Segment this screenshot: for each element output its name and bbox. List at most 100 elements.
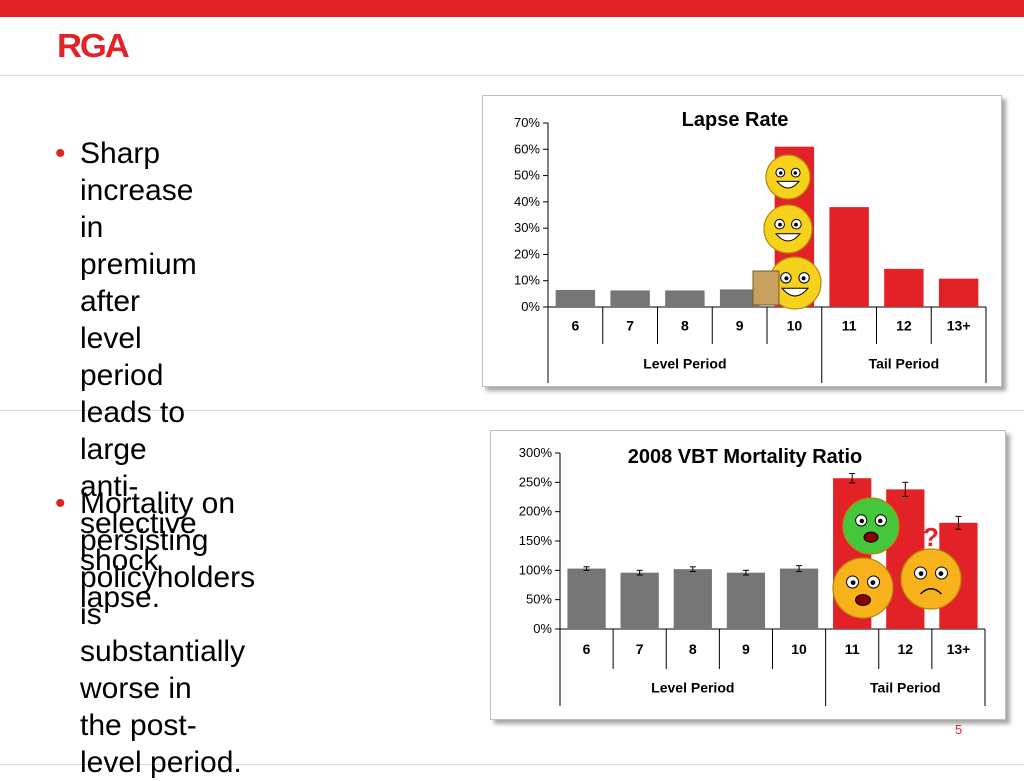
face-pupil bbox=[870, 580, 876, 585]
bar-9 bbox=[719, 289, 760, 307]
header-divider bbox=[0, 75, 1024, 76]
happy-face-icon bbox=[765, 154, 811, 200]
x-tick-label: 10 bbox=[787, 318, 803, 334]
worried-face-icon bbox=[900, 548, 962, 610]
x-tick-label: 12 bbox=[896, 318, 912, 334]
y-tick-label: 60% bbox=[514, 141, 540, 156]
face-circle bbox=[763, 204, 813, 254]
rga-logo: RGA bbox=[57, 27, 130, 64]
footer-divider bbox=[0, 764, 1024, 765]
x-tick-label: 8 bbox=[681, 318, 689, 334]
face-circle bbox=[765, 154, 811, 200]
x-tick-label: 9 bbox=[742, 641, 750, 657]
shopping-face-icon bbox=[768, 256, 822, 310]
y-tick-label: 70% bbox=[514, 115, 540, 130]
group-label: Tail Period bbox=[869, 356, 940, 372]
bar-7 bbox=[610, 290, 650, 307]
bar-6 bbox=[567, 568, 606, 629]
x-tick-label: 10 bbox=[791, 641, 807, 657]
x-tick-label: 13+ bbox=[947, 318, 971, 334]
y-tick-label: 50% bbox=[514, 168, 540, 183]
bullet-dot: • bbox=[55, 487, 66, 520]
grocery-bag-icon bbox=[752, 270, 780, 306]
y-tick-label: 200% bbox=[519, 504, 553, 519]
bar-13+ bbox=[938, 278, 979, 307]
face-pupil bbox=[794, 222, 798, 227]
sick-face-icon bbox=[842, 497, 900, 555]
bullet-line: Sharp increase in bbox=[80, 137, 194, 244]
face-pupil bbox=[878, 518, 883, 524]
face-pupil bbox=[793, 171, 798, 175]
face-mouth bbox=[775, 180, 801, 189]
x-tick-label: 7 bbox=[626, 318, 634, 334]
grinning-face-icon bbox=[763, 204, 813, 254]
face-pupil bbox=[778, 171, 783, 175]
bullet-line: policyholders is bbox=[80, 561, 256, 631]
face-circle bbox=[900, 548, 962, 610]
group-label: Level Period bbox=[643, 356, 726, 372]
y-tick-label: 0% bbox=[521, 299, 540, 314]
y-tick-label: 30% bbox=[514, 220, 540, 235]
x-tick-label: 6 bbox=[583, 641, 591, 657]
x-tick-label: 11 bbox=[845, 641, 860, 657]
page-number: 5 bbox=[955, 722, 963, 737]
question-mark-icon: ? bbox=[923, 522, 939, 552]
top-accent-bar bbox=[0, 0, 1024, 17]
face-pupil bbox=[918, 571, 924, 576]
mortality-ratio-chart-svg: 2008 VBT Mortality Ratio 0% 50% 100% 150% 200… bbox=[519, 445, 986, 706]
bullet-line: anti-selective shock bbox=[80, 470, 197, 577]
bullet-line: substantially worse in bbox=[80, 635, 246, 705]
y-tick-label: 50% bbox=[526, 592, 552, 607]
bullet-line: Mortality on persisting bbox=[80, 487, 236, 557]
face-pupil bbox=[859, 518, 864, 524]
face-circle bbox=[832, 557, 894, 619]
face-pupil bbox=[784, 276, 789, 281]
x-tick-label: 7 bbox=[636, 641, 644, 657]
lapse-rate-chart: Lapse Rate 0% 10% 20% 30% 40% 50% 60% 70% 6 7 8 9 10 1… bbox=[482, 95, 1002, 387]
section-divider bbox=[0, 410, 1024, 411]
x-tick-label: 9 bbox=[736, 318, 744, 334]
bar-6 bbox=[555, 289, 596, 307]
lapse-rate-chart-svg: Lapse Rate 0% 10% 20% 30% 40% 50% 60% 70% 6 7 8 9 10 1… bbox=[514, 109, 987, 383]
chart-title: 2008 VBT Mortality Ratio bbox=[628, 446, 863, 468]
face-pupil bbox=[801, 276, 806, 281]
face-mouth bbox=[863, 531, 879, 543]
face-pupil bbox=[778, 222, 782, 227]
y-tick-label: 150% bbox=[519, 533, 553, 548]
y-tick-label: 250% bbox=[519, 474, 553, 489]
yawning-face-icon bbox=[832, 557, 894, 619]
bullet-line: the post-level period. bbox=[80, 709, 242, 779]
group-label: Level Period bbox=[651, 680, 734, 696]
x-tick-label: 8 bbox=[689, 641, 697, 657]
group-label: Tail Period bbox=[870, 680, 941, 696]
chart-title: Lapse Rate bbox=[682, 109, 789, 131]
face-mouth bbox=[780, 287, 810, 297]
face-pupil bbox=[850, 580, 856, 585]
bar-8 bbox=[673, 569, 712, 629]
y-tick-label: 10% bbox=[514, 273, 540, 288]
face-mouth bbox=[919, 588, 943, 595]
bar-8 bbox=[665, 290, 705, 307]
x-tick-label: 13+ bbox=[947, 641, 971, 657]
bar-12 bbox=[884, 268, 924, 307]
y-tick-label: 0% bbox=[533, 621, 552, 636]
y-tick-label: 40% bbox=[514, 194, 540, 209]
bar-10 bbox=[779, 568, 819, 629]
bullet-line: period leads to large bbox=[80, 359, 186, 466]
y-tick-label: 300% bbox=[519, 445, 553, 460]
bar-7 bbox=[620, 572, 659, 629]
face-pupil bbox=[938, 571, 944, 576]
y-tick-label: 100% bbox=[519, 562, 553, 577]
face-circle bbox=[842, 497, 900, 555]
mortality-ratio-chart: 2008 VBT Mortality Ratio 0% 50% 100% 150% 200… bbox=[490, 430, 1006, 720]
bullet-line: lapse. bbox=[80, 581, 161, 614]
bullet-dot: • bbox=[55, 137, 66, 170]
x-tick-label: 12 bbox=[898, 641, 914, 657]
x-tick-label: 11 bbox=[842, 318, 857, 334]
face-mouth bbox=[774, 233, 802, 242]
y-tick-label: 20% bbox=[514, 246, 540, 261]
bar-11 bbox=[829, 207, 869, 307]
bar-9 bbox=[726, 572, 766, 629]
x-tick-label: 6 bbox=[571, 318, 579, 334]
bullet-line: premium after level bbox=[80, 248, 197, 355]
